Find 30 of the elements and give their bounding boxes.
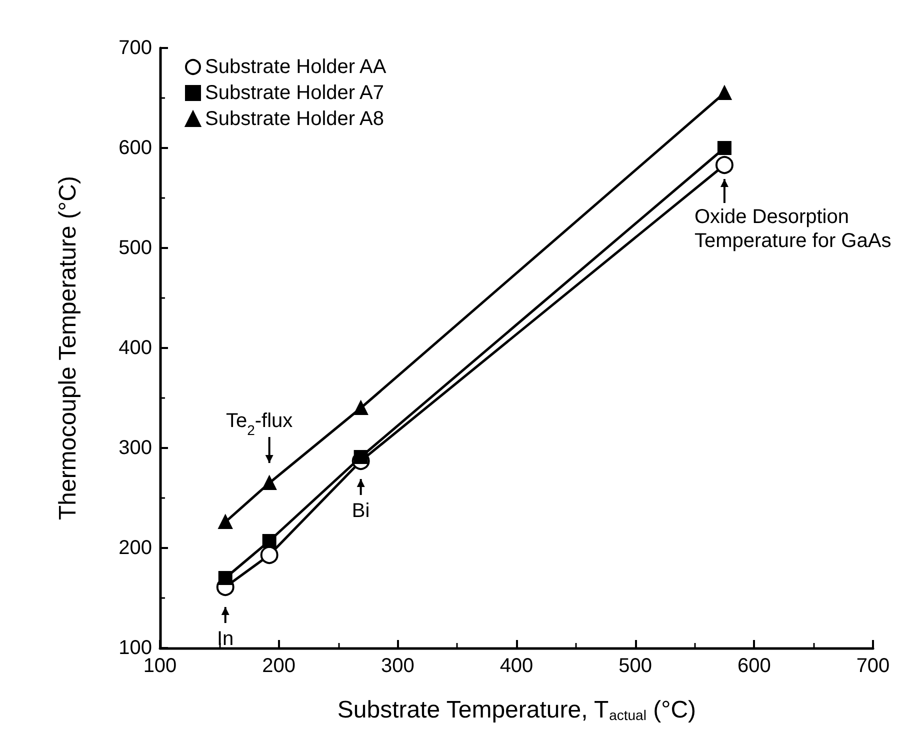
x-tick-label: 600 [737,655,771,677]
x-tick-label: 400 [500,655,534,677]
y-tick-label: 600 [118,137,152,159]
annotation: Oxide Desorption Temperature for GaAs [694,206,892,252]
legend-label: Substrate Holder A8 [205,108,384,130]
point [717,86,732,100]
point [218,571,232,585]
x-axis-title: Substrate Temperature, Tactual (°C) [337,696,696,724]
legend-label: Substrate Holder A7 [205,82,384,104]
annotation: In [217,628,234,650]
point [262,476,276,490]
point [260,546,278,564]
y-tick-label: 500 [118,237,152,259]
legend-label: Substrate Holder AA [205,56,387,78]
x-tick-label: 700 [856,655,890,677]
x-tick-label: 300 [380,655,414,677]
y-tick-label: 700 [118,37,152,59]
x-tick-label: 500 [618,655,652,677]
y-tick-label: 300 [118,437,152,459]
y-tick-label: 200 [118,537,152,559]
point [354,401,368,415]
y-axis-title: Thermocouple Temperature (°C) [54,176,82,520]
point [717,141,732,155]
annotation: Bi [352,500,370,522]
point [218,515,232,529]
x-tick-label: 200 [262,655,296,677]
annotation: Te$_{2}$-flux [226,410,293,438]
y-tick-label: 400 [118,337,152,359]
point [262,534,276,548]
point [715,156,734,174]
